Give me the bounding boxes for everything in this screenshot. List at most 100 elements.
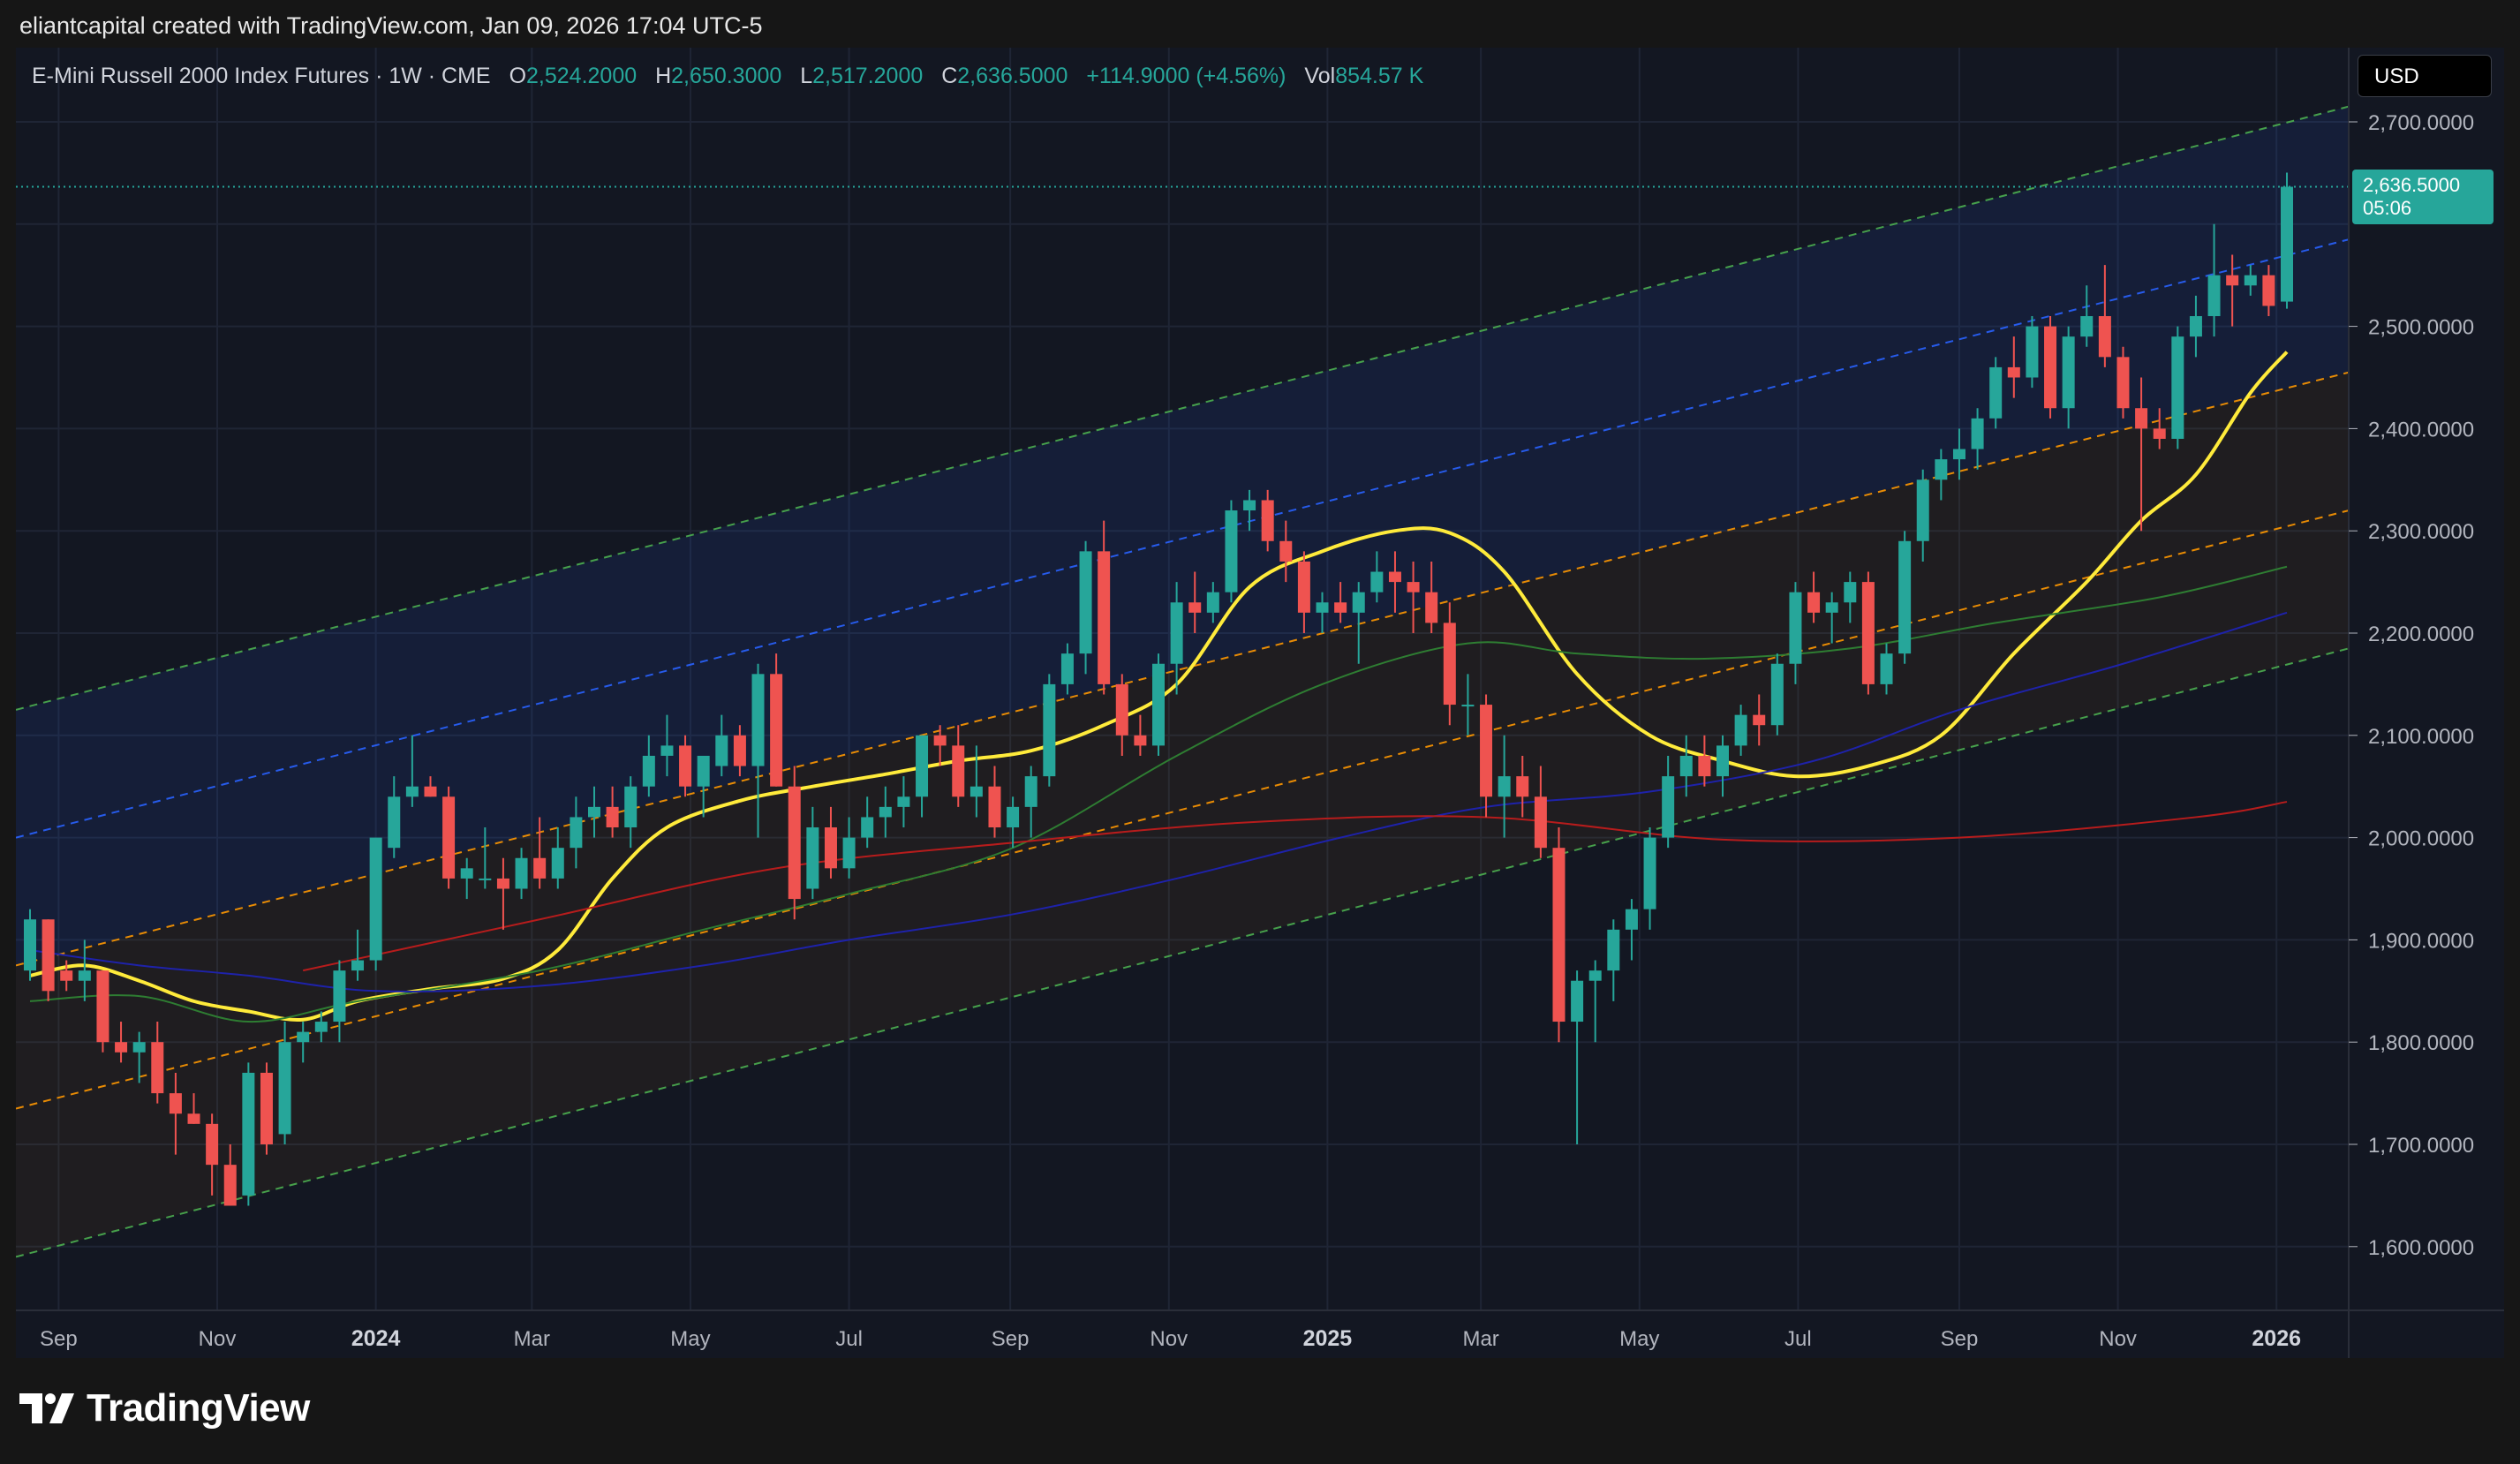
candle-body — [2116, 357, 2130, 409]
chart-area[interactable]: 1,600.0000 1,700.0000 1,800.0000 1,900.0000… — [16, 48, 2504, 1358]
candle-body — [78, 970, 91, 981]
candle — [2116, 346, 2130, 419]
candle — [2171, 326, 2184, 449]
candle — [1807, 571, 1821, 623]
symbol-name[interactable]: E-Mini Russell 2000 Index Futures · 1W ·… — [32, 64, 491, 88]
candle-body — [460, 868, 473, 879]
candle — [96, 970, 109, 1053]
candle — [916, 735, 929, 818]
candle — [1844, 571, 1857, 623]
candle — [1698, 735, 1711, 787]
candle — [78, 940, 91, 1001]
candle — [897, 776, 910, 828]
candle-body — [496, 878, 509, 889]
candle-body — [314, 1022, 328, 1032]
candle — [1789, 582, 1802, 684]
candle-body — [970, 786, 983, 797]
price-tick-label: 2,500.0000 — [2368, 316, 2474, 340]
candle-body — [223, 1165, 237, 1206]
candle-body — [679, 745, 692, 787]
candle-body — [1698, 755, 1711, 777]
candle-body — [1480, 705, 1493, 797]
close-value: 2,636.5000 — [957, 64, 1068, 88]
last-price-tag: 2,636.5000 05:06 — [2352, 169, 2494, 224]
candle — [1716, 735, 1729, 797]
candle-body — [1935, 459, 1948, 480]
candle-body — [1279, 540, 1293, 562]
candle — [1898, 531, 1912, 664]
candle — [1188, 571, 1202, 633]
candle — [297, 1022, 310, 1063]
change-value: +114.9000 (+4.56%) — [1086, 64, 1286, 88]
price-tick-label: 2,100.0000 — [2368, 725, 2474, 749]
candle-body — [405, 786, 419, 797]
candle-body — [297, 1031, 310, 1043]
time-tick-label: Sep — [992, 1327, 1030, 1351]
candle-body — [24, 919, 36, 971]
candle-body — [1261, 500, 1274, 541]
currency-button[interactable]: USD — [2358, 55, 2492, 97]
candle — [715, 714, 728, 777]
candlestick-series[interactable] — [24, 172, 2293, 1206]
candle — [1480, 694, 1493, 818]
price-tick-label: 1,700.0000 — [2368, 1134, 2474, 1158]
candle-body — [642, 755, 655, 787]
candle-body — [806, 827, 819, 889]
candle — [861, 796, 874, 849]
candle-body — [1716, 745, 1729, 777]
candle-body — [242, 1072, 255, 1196]
candle-body — [1334, 602, 1347, 613]
candle-body — [2135, 408, 2148, 429]
channel-fills — [16, 106, 2349, 1257]
candle-body — [1225, 510, 1238, 592]
candle-body — [1844, 582, 1857, 603]
candle — [2281, 172, 2293, 309]
candle — [1098, 520, 1111, 695]
candle — [278, 1022, 291, 1144]
brand-name: TradingView — [87, 1386, 310, 1430]
candle-body — [60, 970, 73, 981]
moving-average-line — [302, 801, 2288, 972]
candle — [1370, 551, 1384, 603]
candle-body — [260, 1072, 273, 1144]
candle-body — [369, 837, 382, 961]
candle-body — [1861, 582, 1875, 684]
price-chart[interactable]: 1,600.0000 1,700.0000 1,800.0000 1,900.0000… — [16, 48, 2504, 1358]
candle-body — [1498, 776, 1511, 797]
candle — [2244, 265, 2257, 296]
candle-body — [770, 674, 783, 787]
candle — [1170, 582, 1183, 695]
candle — [1552, 827, 1566, 1043]
candle-body — [169, 1093, 182, 1114]
candle — [2262, 265, 2275, 317]
candle — [1334, 582, 1347, 623]
candle — [1206, 582, 1219, 623]
candle — [697, 755, 710, 818]
candle-body — [824, 827, 837, 869]
candle-body — [1770, 663, 1784, 726]
candle — [1989, 357, 2003, 429]
candle — [2189, 295, 2202, 358]
candle-body — [2062, 336, 2075, 409]
candle-body — [1152, 663, 1165, 746]
candle — [442, 786, 456, 889]
candle-body — [1971, 418, 1984, 449]
candle — [1607, 919, 1620, 1001]
candle — [187, 1093, 200, 1124]
volume-label: Vol — [1304, 64, 1336, 88]
time-tick-label: May — [670, 1327, 710, 1351]
price-tick-label: 2,700.0000 — [2368, 111, 2474, 135]
time-tick-label: Mar — [1462, 1327, 1498, 1351]
candle-body — [2244, 275, 2257, 286]
candle — [1152, 653, 1165, 756]
candle — [660, 714, 674, 777]
candle-body — [952, 745, 965, 797]
candle — [1134, 714, 1147, 756]
candle-body — [1516, 776, 1529, 797]
candle — [2153, 408, 2166, 449]
candle-body — [424, 786, 437, 797]
candle — [1316, 592, 1329, 633]
candle — [624, 776, 638, 849]
candle — [679, 735, 692, 797]
candle-body — [1461, 705, 1475, 707]
